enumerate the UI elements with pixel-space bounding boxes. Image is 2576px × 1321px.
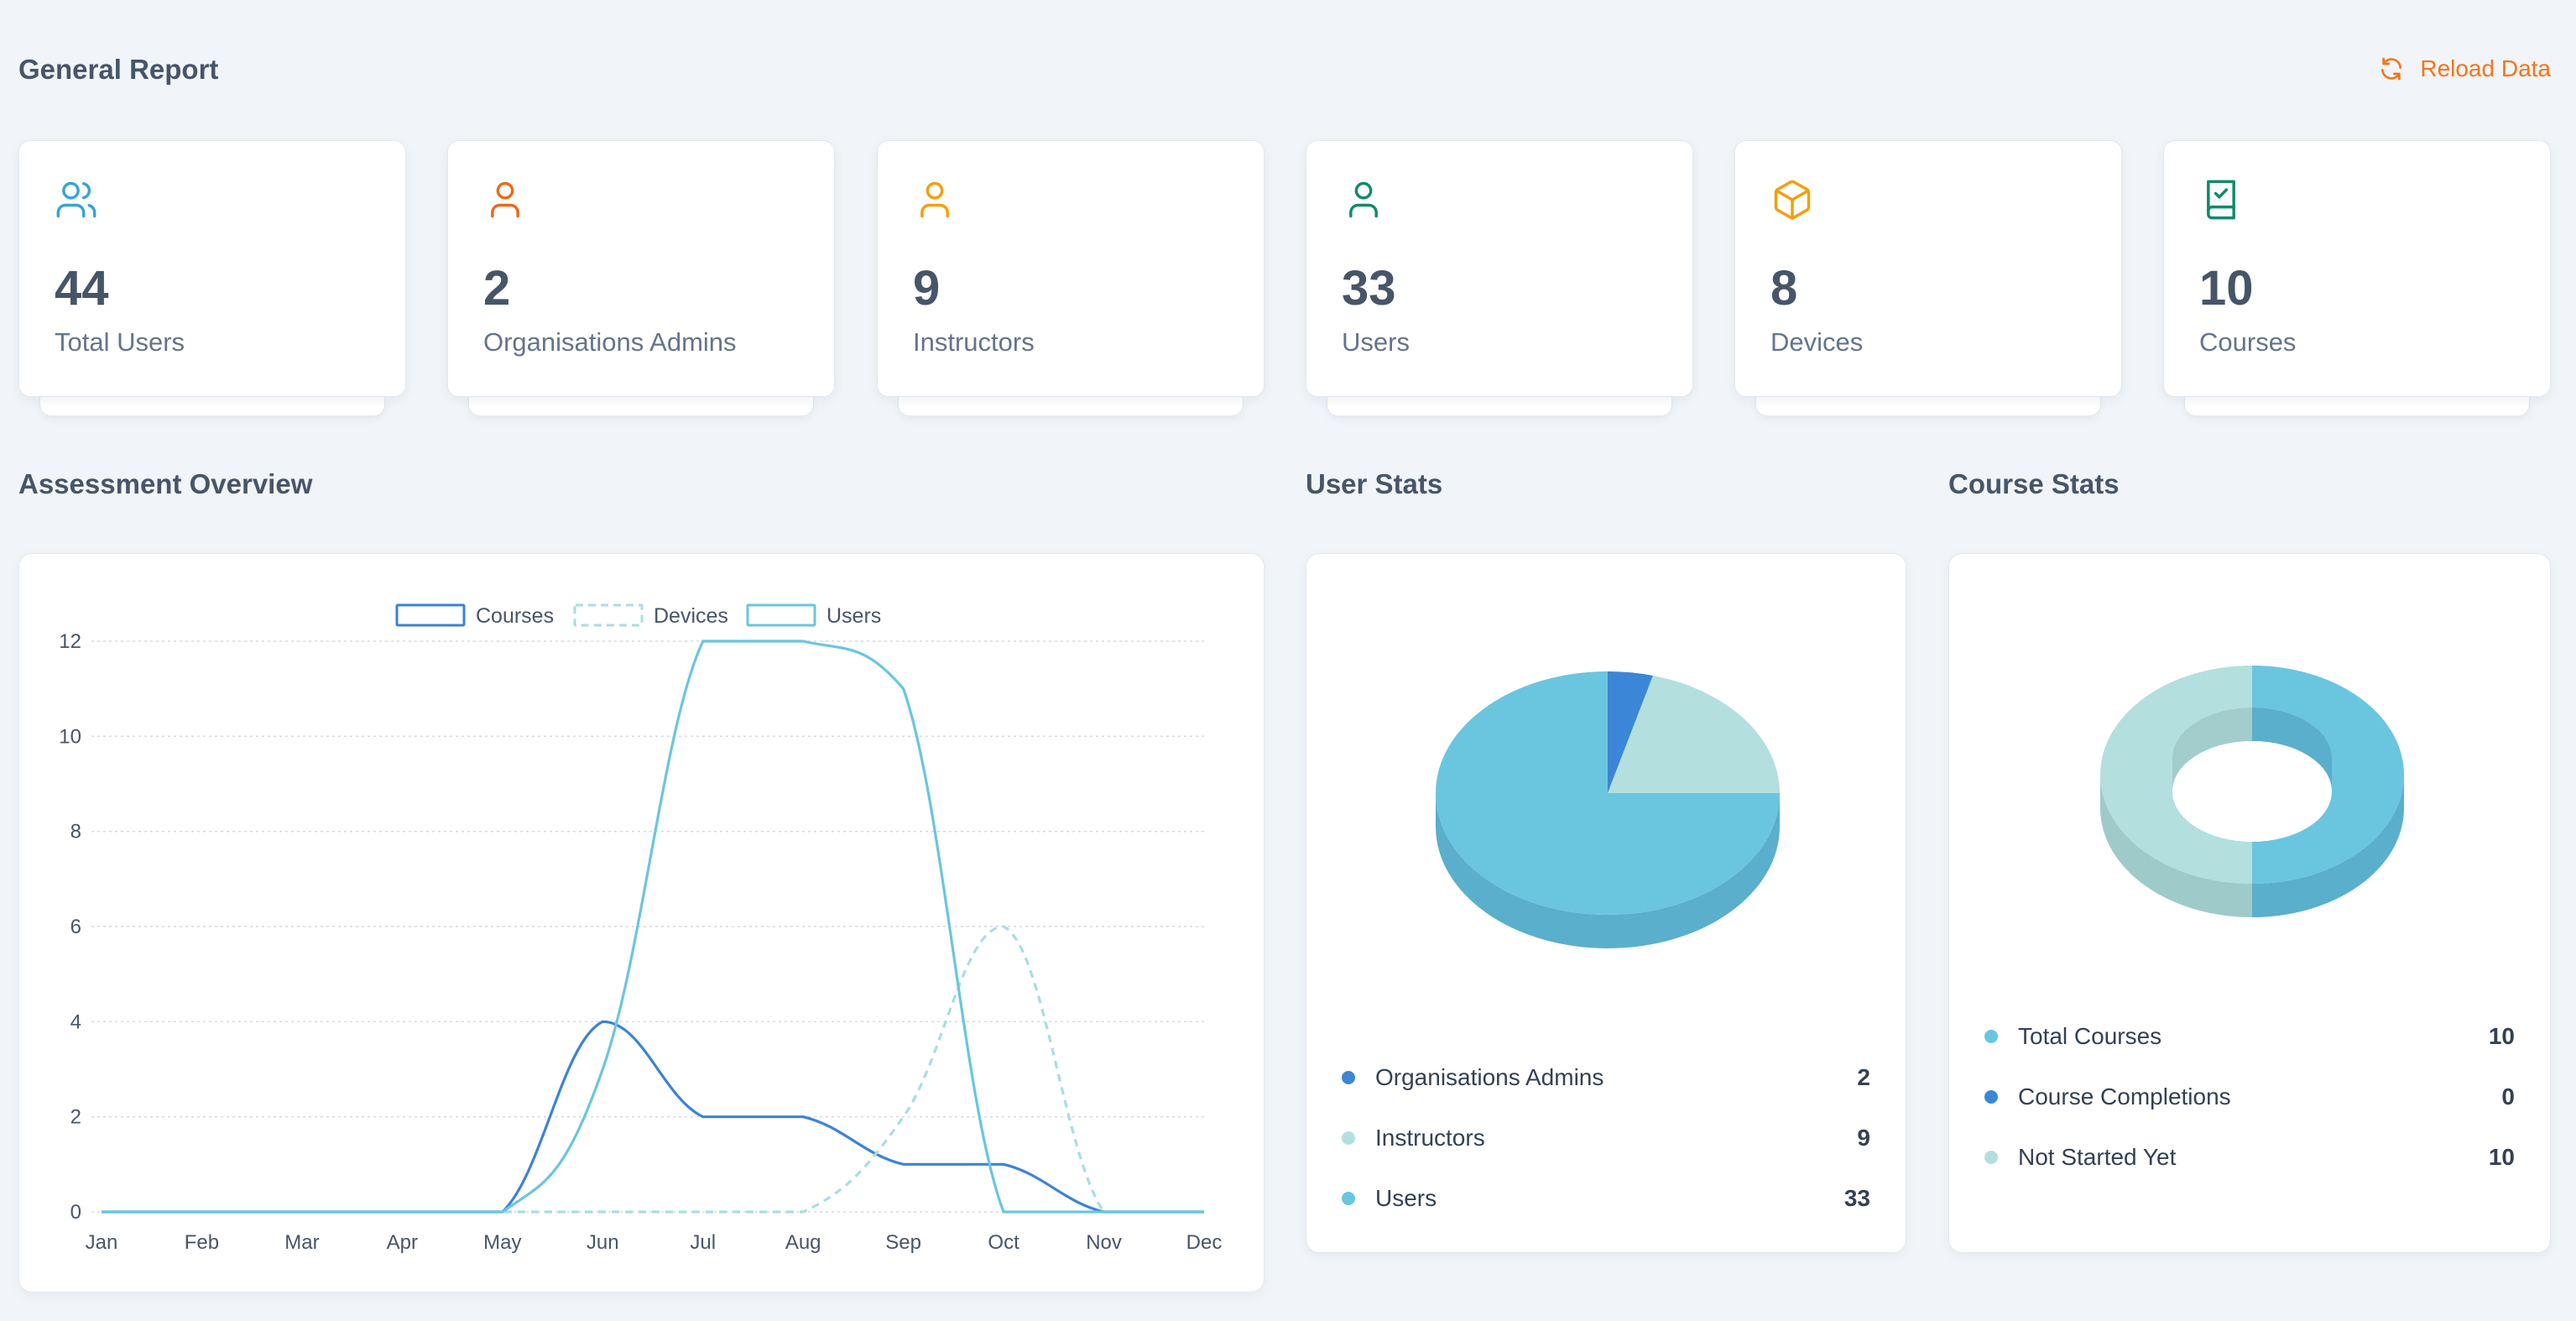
y-tick-label: 2 bbox=[70, 1106, 81, 1129]
user-icon bbox=[491, 181, 519, 218]
refresh-icon bbox=[2381, 57, 2402, 81]
course-stats-title: Course Stats bbox=[1948, 468, 2120, 499]
donut-side-total-courses bbox=[2252, 775, 2404, 917]
assessment-line-chart: 0 2 4 6 8 10 12 Jan Feb Mar Apr May Jun Jul Aug Sep Oct N… bbox=[59, 603, 1223, 1254]
users-icon bbox=[56, 181, 96, 218]
stat-label: Users bbox=[1342, 327, 1410, 357]
assessment-overview-title: Assessment Overview bbox=[18, 468, 313, 499]
stat-card-instructors[interactable]: 9 Instructors bbox=[877, 140, 1265, 416]
stat-card-total-users[interactable]: 44 Total Users bbox=[18, 140, 406, 416]
stat-label: Organisations Admins bbox=[483, 327, 737, 357]
stat-value: 33 bbox=[1342, 261, 1396, 316]
donut-hole bbox=[2172, 741, 2332, 842]
stat-value: 44 bbox=[55, 261, 109, 316]
legend-dot bbox=[1984, 1090, 1998, 1104]
x-tick-label: Jan bbox=[86, 1231, 118, 1254]
x-tick-label: Aug bbox=[785, 1231, 821, 1254]
book-icon bbox=[2207, 180, 2235, 220]
stat-card-devices[interactable]: 8 Devices bbox=[1734, 140, 2122, 416]
legend-dot bbox=[1342, 1192, 1355, 1205]
user-icon bbox=[1349, 181, 1378, 218]
stat-label: Instructors bbox=[913, 327, 1035, 357]
course-stats-panel: Total Courses 10 Course Completions 0 No… bbox=[1948, 553, 2551, 1253]
legend-dot bbox=[1342, 1071, 1355, 1084]
stat-value: 9 bbox=[913, 261, 941, 316]
x-tick-label: Nov bbox=[1086, 1231, 1122, 1254]
box-icon bbox=[1774, 180, 1811, 220]
legend-dot bbox=[1984, 1030, 1998, 1043]
legend-value: 33 bbox=[1843, 1185, 1870, 1211]
legend-label: Users bbox=[1375, 1185, 1437, 1211]
stat-card-organisations-admins[interactable]: 2 Organisations Admins bbox=[447, 140, 835, 416]
stat-card-users[interactable]: 33 Users bbox=[1306, 140, 1693, 416]
page-title: General Report bbox=[18, 54, 219, 85]
legend-value: 10 bbox=[2488, 1023, 2515, 1049]
x-tick-label: Jul bbox=[690, 1231, 716, 1254]
legend-label: Not Started Yet bbox=[2018, 1144, 2177, 1170]
legend-item-total-courses[interactable]: Total Courses 10 bbox=[1984, 1020, 2515, 1053]
stat-label: Courses bbox=[2199, 327, 2297, 357]
legend-value: 10 bbox=[2488, 1144, 2515, 1170]
legend-swatch-users bbox=[746, 603, 816, 627]
donut-side-not-started bbox=[2100, 775, 2252, 917]
x-tick-label: Sep bbox=[885, 1231, 921, 1254]
pie-slice-organisations-admins[interactable] bbox=[1608, 671, 1653, 793]
y-tick-label: 6 bbox=[70, 916, 81, 938]
legend-label: Organisations Admins bbox=[1375, 1064, 1604, 1090]
y-tick-label: 4 bbox=[70, 1010, 81, 1033]
pie-side bbox=[1436, 793, 1780, 948]
legend-value: 0 bbox=[2501, 1083, 2515, 1110]
legend-swatch-courses bbox=[395, 603, 466, 627]
x-tick-label: Dec bbox=[1186, 1231, 1223, 1254]
stat-value: 8 bbox=[1770, 261, 1798, 316]
reload-data-button[interactable]: Reload Data bbox=[2378, 55, 2551, 82]
legend-item-not-started-yet[interactable]: Not Started Yet 10 bbox=[1984, 1141, 2515, 1174]
legend-value: 2 bbox=[1857, 1064, 1870, 1090]
legend-label-users: Users bbox=[827, 604, 881, 628]
stat-value: 10 bbox=[2199, 261, 2254, 316]
legend-item-instructors[interactable]: Instructors 9 bbox=[1342, 1121, 1870, 1155]
reload-data-label: Reload Data bbox=[2420, 55, 2551, 81]
pie-slice-instructors[interactable] bbox=[1608, 676, 1780, 793]
legend-label: Total Courses bbox=[2018, 1023, 2162, 1049]
stat-value: 2 bbox=[483, 261, 511, 316]
y-tick-label: 0 bbox=[70, 1201, 81, 1224]
y-tick-label: 10 bbox=[59, 725, 81, 748]
course-stats-donut-chart bbox=[2100, 666, 2404, 917]
user-stats-panel: Organisations Admins 2 Instructors 9 Use… bbox=[1306, 553, 1906, 1253]
assessment-chart-panel: 0 2 4 6 8 10 12 Jan Feb Mar Apr May Jun Jul Aug Sep Oct N… bbox=[18, 553, 1265, 1292]
legend-label-courses: Courses bbox=[476, 604, 554, 628]
legend-dot bbox=[1984, 1151, 1998, 1164]
legend-dot bbox=[1342, 1131, 1355, 1145]
y-tick-label: 8 bbox=[70, 821, 81, 843]
legend-label: Course Completions bbox=[2018, 1083, 2231, 1110]
donut-hole-wall-right bbox=[2252, 707, 2332, 791]
x-tick-label: Feb bbox=[185, 1231, 219, 1254]
legend-item-users[interactable]: Users 33 bbox=[1342, 1182, 1870, 1215]
stat-card-courses[interactable]: 10 Courses bbox=[2163, 140, 2551, 416]
user-stats-pie-chart bbox=[1436, 671, 1780, 948]
series-line-devices bbox=[102, 925, 1204, 1214]
y-tick-label: 12 bbox=[59, 630, 81, 653]
x-tick-label: May bbox=[483, 1231, 521, 1254]
legend-item-course-completions[interactable]: Course Completions 0 bbox=[1984, 1080, 2515, 1114]
legend-label-devices: Devices bbox=[654, 604, 728, 628]
x-tick-label: Oct bbox=[988, 1231, 1019, 1254]
stat-label: Devices bbox=[1770, 327, 1864, 357]
series-line-users bbox=[102, 640, 1204, 1214]
donut-hole-wall-left bbox=[2172, 707, 2252, 791]
legend-label: Instructors bbox=[1375, 1125, 1485, 1151]
user-stats-title: User Stats bbox=[1306, 468, 1443, 499]
user-icon bbox=[920, 181, 949, 218]
legend-value: 9 bbox=[1857, 1125, 1870, 1151]
x-tick-label: Mar bbox=[284, 1231, 319, 1254]
legend-swatch-devices bbox=[573, 603, 644, 627]
legend-item-organisations-admins[interactable]: Organisations Admins 2 bbox=[1342, 1061, 1870, 1094]
x-tick-label: Apr bbox=[387, 1231, 418, 1254]
stat-label: Total Users bbox=[55, 327, 185, 357]
x-tick-label: Jun bbox=[587, 1231, 619, 1254]
